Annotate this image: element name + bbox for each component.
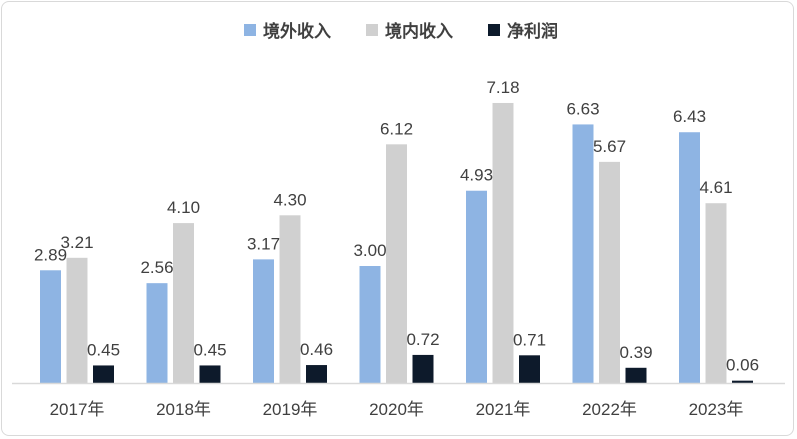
data-label: 4.93 (460, 166, 493, 185)
bar-境内收入-2022年 (599, 161, 620, 383)
x-tick-label: 2017年 (50, 400, 105, 419)
data-label: 0.06 (726, 356, 759, 375)
bar-境外收入-2020年 (359, 266, 381, 383)
bar-境外收入-2019年 (253, 259, 274, 383)
bar-净利润-2019年 (306, 365, 327, 383)
data-label: 5.67 (593, 137, 626, 156)
data-label: 6.63 (566, 99, 599, 118)
data-label: 0.45 (193, 340, 226, 359)
data-label: 0.45 (87, 340, 120, 359)
legend-swatch (366, 24, 378, 36)
bar-境外收入-2018年 (146, 283, 168, 383)
bar-境外收入-2021年 (466, 190, 487, 383)
x-ticks: 2017年 2018年 2019年 2020年 2021年 2022年 2023年 (50, 400, 744, 419)
data-label: 0.72 (406, 330, 439, 349)
bar-境内收入-2020年 (386, 144, 407, 383)
bar-净利润-2023年 (732, 380, 753, 383)
data-label: 3.21 (60, 233, 93, 252)
data-label: 0.46 (300, 340, 333, 359)
data-label: 6.12 (380, 119, 413, 138)
legend-label: 境外收入 (263, 21, 331, 41)
legend: 境外收入 境内收入 净利润 (244, 21, 558, 41)
bar-境外收入-2017年 (40, 270, 61, 383)
x-tick-label: 2023年 (689, 400, 744, 419)
data-label: 6.43 (673, 107, 706, 126)
data-label: 2.89 (34, 245, 67, 264)
bar-境内收入-2019年 (279, 215, 301, 383)
data-label: 2.56 (140, 258, 173, 277)
x-tick-label: 2022年 (582, 400, 637, 419)
bar-境内收入-2018年 (173, 223, 194, 383)
legend-swatch (244, 24, 256, 36)
x-tick-label: 2021年 (476, 400, 531, 419)
bar-境内收入-2017年 (66, 257, 88, 383)
bar-境内收入-2023年 (705, 203, 727, 383)
bar-净利润-2017年 (93, 365, 114, 383)
legend-label: 净利润 (507, 21, 558, 41)
legend-swatch (488, 24, 500, 36)
data-label: 4.61 (699, 178, 732, 197)
x-tick-label: 2020年 (369, 400, 424, 419)
bars: 2.893.21 0.45 2.56 4.10 0.45 3.17 4.30 0.46 3.00… (34, 78, 759, 384)
bar-境外收入-2022年 (572, 124, 594, 384)
x-tick-label: 2019年 (263, 400, 318, 419)
data-label: 3.17 (247, 234, 280, 253)
bar-境外收入-2023年 (679, 132, 700, 383)
data-label: 4.30 (273, 190, 306, 209)
bar-境内收入-2021年 (492, 102, 514, 383)
bar-净利润-2018年 (199, 365, 221, 383)
bar-净利润-2021年 (519, 355, 540, 383)
data-label: 4.10 (167, 198, 200, 217)
bar-净利润-2022年 (625, 367, 647, 383)
x-tick-label: 2018年 (156, 400, 211, 419)
legend-label: 境内收入 (385, 21, 453, 41)
data-label: 3.00 (353, 241, 386, 260)
data-label: 0.71 (513, 330, 546, 349)
data-label: 7.18 (486, 78, 519, 97)
bar-净利润-2020年 (412, 354, 434, 383)
data-label: 0.39 (619, 343, 652, 362)
